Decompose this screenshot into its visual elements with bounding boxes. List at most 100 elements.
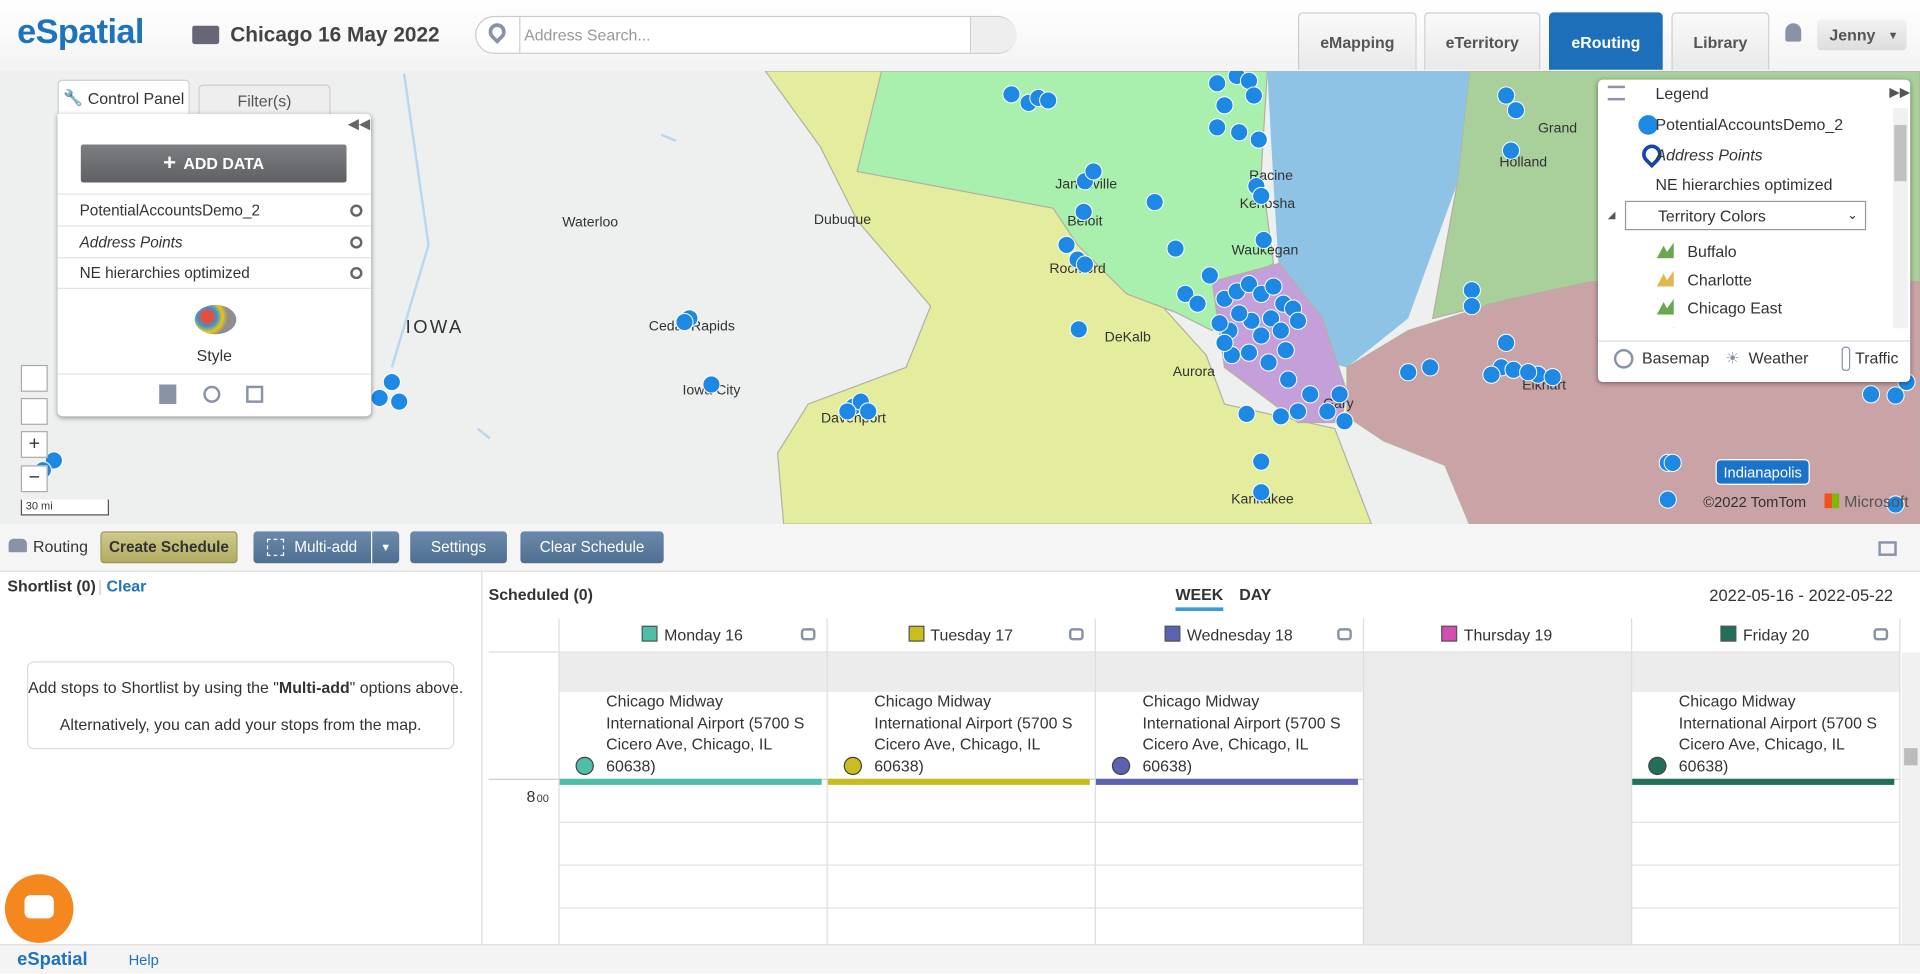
save-icon[interactable]: [159, 384, 177, 405]
tab-active[interactable]: eRouting: [1548, 12, 1663, 70]
stop-text: Cicero Ave, Chicago, IL: [874, 734, 1041, 754]
zoom-in[interactable]: +: [20, 431, 48, 458]
account-point: [1506, 101, 1525, 120]
scrollbar[interactable]: [1893, 107, 1908, 329]
legend-button[interactable]: Traffic: [1855, 348, 1899, 368]
panel-tab[interactable]: Filter(s): [198, 84, 331, 116]
stop-marker[interactable]: [575, 756, 594, 776]
account-point: [1259, 353, 1278, 372]
footer-logo: eSpatial: [17, 948, 88, 970]
tab[interactable]: eMapping: [1297, 12, 1417, 70]
basemap-icon: [1613, 348, 1634, 369]
stop-text: 60638): [1142, 756, 1193, 775]
stop-text: Chicago Midway: [1142, 691, 1260, 711]
add-data-button[interactable]: + ADD DATA: [80, 144, 347, 183]
stop-text: Cicero Ave, Chicago, IL: [1142, 734, 1309, 754]
legend-button[interactable]: Basemap: [1642, 348, 1710, 368]
user-name: Jenny: [1829, 25, 1876, 45]
gear[interactable]: [350, 266, 363, 280]
map-icon: [192, 25, 220, 45]
account-point: [838, 402, 857, 421]
multi-add[interactable]: Multi-add: [253, 531, 372, 564]
layer-name: Address Points: [79, 233, 183, 251]
account-point: [1482, 365, 1501, 384]
export-icon[interactable]: [246, 385, 264, 403]
collapse[interactable]: ▶▶: [1889, 85, 1911, 101]
layer-name: NE hierarchies optimized: [79, 264, 250, 282]
expand[interactable]: [1878, 541, 1897, 556]
account-point: [1264, 277, 1283, 296]
tab[interactable]: eTerritory: [1424, 12, 1541, 70]
layer-name: PotentialAccountsDemo_2: [79, 201, 260, 219]
help-link[interactable]: Help: [128, 951, 159, 969]
panel-tab-active[interactable]: 🔧 Control Panel: [57, 79, 190, 116]
chat-button[interactable]: [4, 874, 74, 943]
territory-list: Buffalo Charlotte Chicago East Chicago West: [1598, 236, 1892, 329]
stop-text: Chicago Midway: [606, 691, 723, 711]
create-schedule[interactable]: Create Schedule: [100, 531, 238, 564]
view-day[interactable]: DAY: [1239, 585, 1272, 604]
shortlist-title: Shortlist (0): [7, 576, 96, 596]
locate[interactable]: [20, 397, 48, 425]
stop-text: Chicago Midway: [1678, 691, 1796, 711]
stop-marker[interactable]: [1111, 756, 1131, 776]
lock-icon[interactable]: [1068, 628, 1084, 641]
scrollbar[interactable]: [1901, 652, 1920, 945]
collapse[interactable]: ◀◀: [347, 115, 371, 133]
account-point: [1039, 91, 1058, 110]
territory-select[interactable]: Territory Colors ⌄: [1624, 200, 1867, 231]
stop-marker[interactable]: [1648, 756, 1667, 776]
layer-row[interactable]: Address Points: [57, 225, 372, 257]
account-point: [1084, 162, 1103, 181]
user-menu[interactable]: Jenny ▼: [1817, 19, 1907, 51]
notifications[interactable]: [1785, 23, 1802, 42]
account-point: [1249, 130, 1268, 149]
minutes: 00: [536, 792, 549, 805]
search-map-button[interactable]: [969, 17, 1017, 53]
account-point: [1057, 235, 1076, 254]
settings[interactable]: Settings: [410, 531, 507, 564]
view-week[interactable]: WEEK: [1175, 585, 1224, 612]
legend-button[interactable]: Weather: [1748, 348, 1809, 368]
lock-icon[interactable]: [1337, 628, 1352, 641]
tab-label: Control Panel: [87, 88, 185, 108]
zoom-area[interactable]: [20, 364, 48, 392]
zoom-out[interactable]: −: [20, 465, 48, 493]
stop-text: Chicago Midway: [874, 691, 992, 711]
clear-link[interactable]: Clear: [106, 576, 147, 596]
account-point: [370, 388, 389, 408]
day-color: [1164, 625, 1181, 642]
style-icon[interactable]: [194, 304, 237, 335]
account-point: [1252, 326, 1271, 345]
river: [390, 73, 677, 440]
day-label: Friday 20: [1742, 625, 1810, 645]
legend-icon: [1607, 85, 1625, 101]
day-label: Thursday 19: [1463, 625, 1553, 645]
stop-text: 60638): [606, 756, 656, 775]
multi-add-menu[interactable]: ▼: [372, 531, 400, 564]
tab[interactable]: Library: [1671, 12, 1770, 70]
footer: [0, 944, 1920, 974]
expander[interactable]: ◢: [1607, 209, 1616, 221]
style-label: Style: [196, 346, 232, 365]
layer-row[interactable]: PotentialAccountsDemo_2: [57, 193, 372, 225]
legend-layer: PotentialAccountsDemo_2: [1655, 115, 1844, 134]
share-icon[interactable]: [203, 385, 221, 403]
map-label: Aurora: [1173, 363, 1215, 379]
gear[interactable]: [350, 235, 363, 248]
logo[interactable]: eSpatial: [17, 12, 144, 51]
map-label: Grand: [1538, 119, 1577, 135]
lock-icon[interactable]: [800, 628, 816, 641]
lock-icon[interactable]: [1873, 628, 1889, 641]
search-box[interactable]: [475, 15, 1017, 54]
select-label: Territory Colors: [1657, 206, 1766, 225]
stop-marker[interactable]: [843, 756, 863, 776]
account-point: [1271, 321, 1290, 340]
clear-schedule[interactable]: Clear Schedule: [520, 531, 664, 564]
layer-row[interactable]: NE hierarchies optimized: [57, 257, 372, 289]
account-point: [1215, 96, 1234, 115]
header-line: [488, 651, 1900, 653]
map-label: DeKalb: [1105, 329, 1151, 345]
gear[interactable]: [350, 203, 363, 217]
